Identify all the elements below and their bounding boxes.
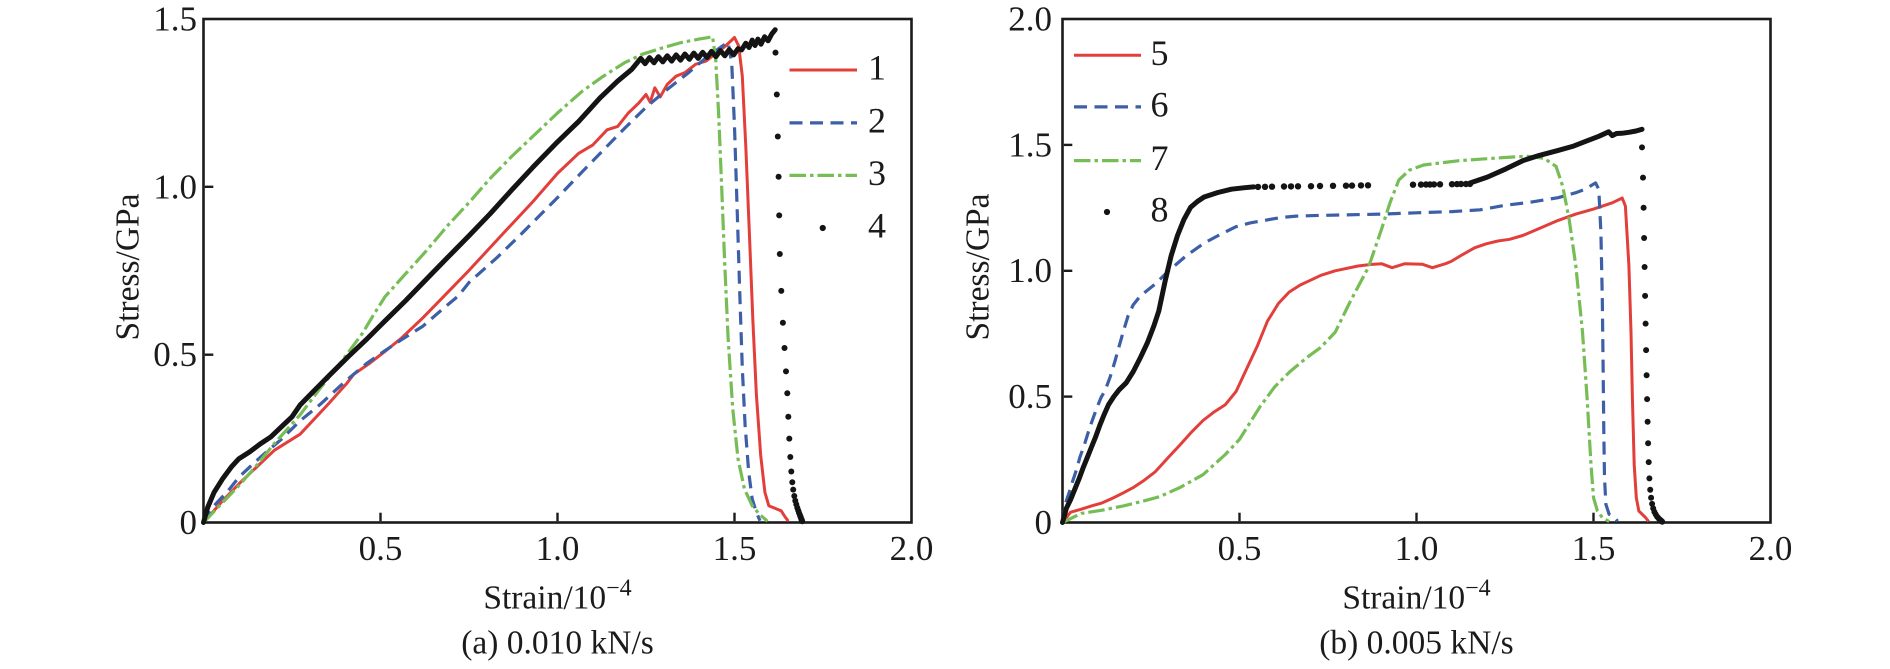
- svg-text:0.5: 0.5: [1218, 529, 1262, 568]
- svg-text:6: 6: [1151, 84, 1169, 124]
- svg-text:0: 0: [180, 503, 198, 542]
- svg-text:1: 1: [868, 48, 886, 88]
- svg-text:2.0: 2.0: [890, 529, 934, 568]
- svg-text:0: 0: [1035, 503, 1053, 542]
- svg-text:1.5: 1.5: [1572, 529, 1616, 568]
- svg-text:0.5: 0.5: [153, 335, 197, 374]
- svg-text:1.0: 1.0: [1008, 251, 1052, 290]
- svg-text:1.5: 1.5: [153, 0, 197, 39]
- svg-text:0.5: 0.5: [359, 529, 403, 568]
- svg-text:1.5: 1.5: [713, 529, 757, 568]
- svg-text:3: 3: [868, 153, 886, 193]
- svg-text:4: 4: [868, 206, 886, 246]
- svg-text:1.5: 1.5: [1008, 125, 1052, 164]
- svg-text:8: 8: [1151, 190, 1169, 230]
- svg-text:5: 5: [1151, 33, 1169, 73]
- svg-text:2: 2: [868, 100, 886, 140]
- svg-text:1.0: 1.0: [153, 167, 197, 206]
- svg-text:(a) 0.010 kN/s: (a) 0.010 kN/s: [461, 625, 654, 662]
- svg-text:1.0: 1.0: [536, 529, 580, 568]
- svg-text:Stress/GPa: Stress/GPa: [110, 193, 147, 340]
- svg-text:1.0: 1.0: [1395, 529, 1439, 568]
- svg-text:0.5: 0.5: [1008, 377, 1052, 416]
- svg-text:Stress/GPa: Stress/GPa: [960, 193, 997, 340]
- svg-text:7: 7: [1151, 138, 1169, 178]
- svg-text:(b) 0.005 kN/s: (b) 0.005 kN/s: [1319, 625, 1513, 662]
- svg-text:2.0: 2.0: [1008, 0, 1052, 39]
- svg-text:2.0: 2.0: [1749, 529, 1793, 568]
